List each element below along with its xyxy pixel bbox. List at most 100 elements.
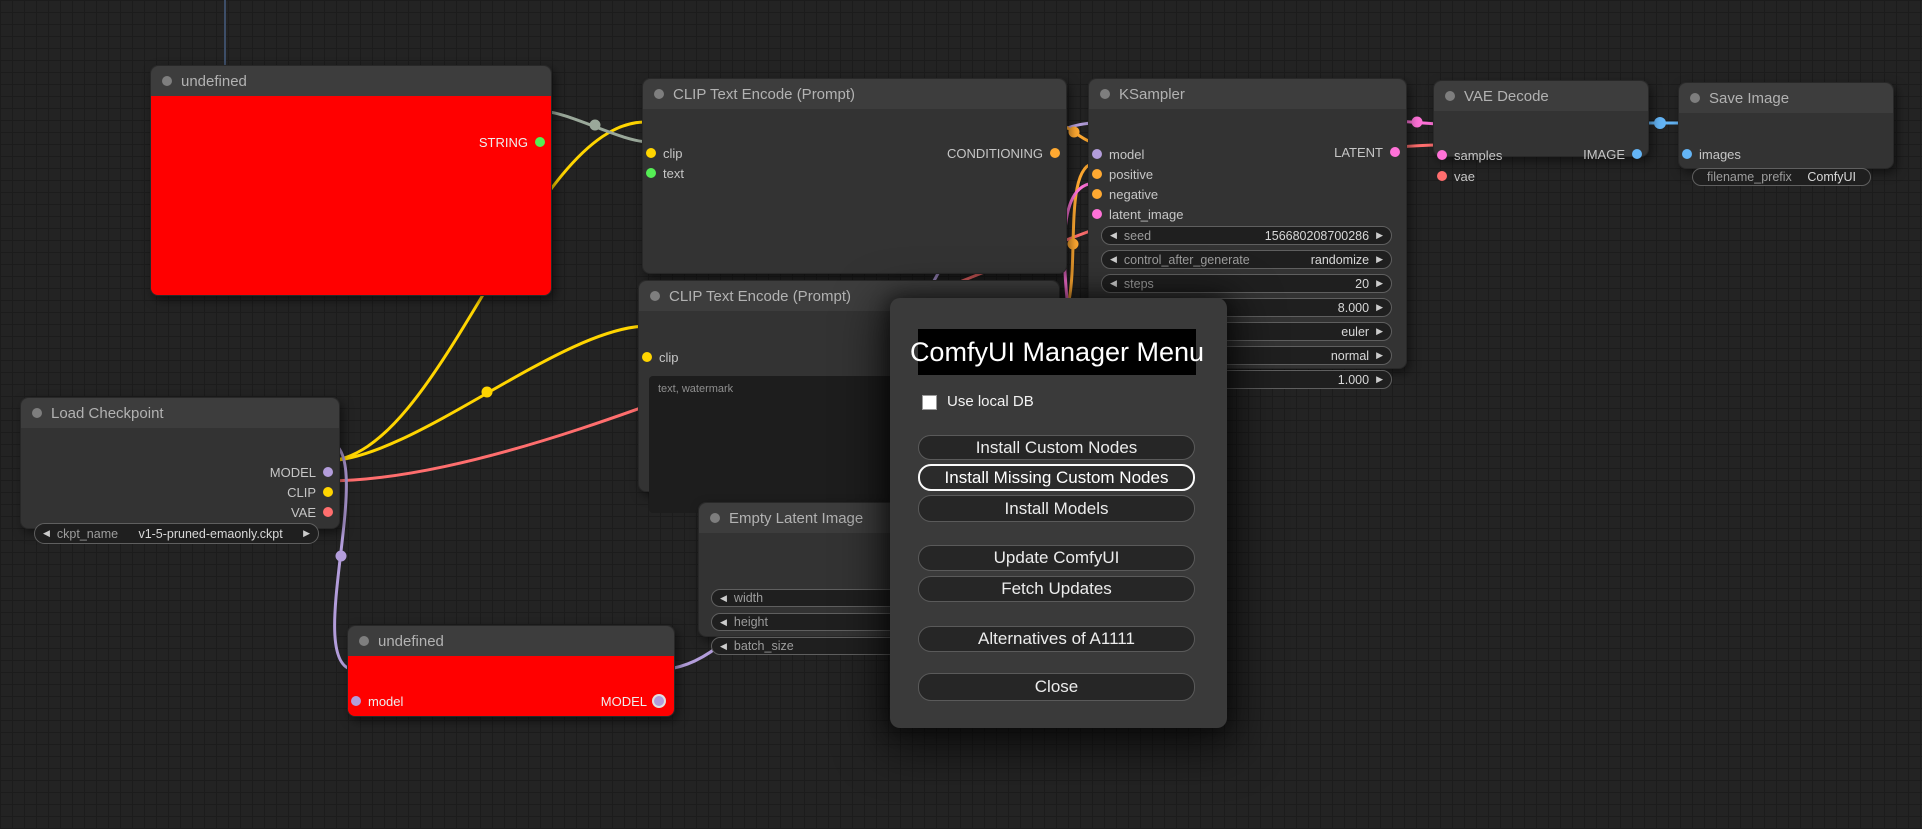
output-label: IMAGE	[1583, 146, 1625, 162]
node-undefined-top[interactable]: undefined STRING	[150, 65, 552, 296]
increment-arrow-icon[interactable]: ▶	[1376, 374, 1383, 384]
node-title-bar[interactable]: undefined	[151, 66, 551, 96]
input-slot-latent-image[interactable]: latent_image	[1092, 204, 1183, 224]
vae-output-dot[interactable]	[323, 507, 333, 517]
vae-input-dot[interactable]	[1437, 171, 1447, 181]
decrement-arrow-icon[interactable]: ◀	[43, 528, 50, 538]
increment-arrow-icon[interactable]: ▶	[303, 528, 310, 538]
input-label: model	[1109, 146, 1145, 162]
node-save-image[interactable]: Save Image images filename_prefix ComfyU…	[1678, 82, 1894, 186]
use-local-db-checkbox[interactable]	[922, 395, 937, 410]
conditioning-output-dot[interactable]	[1050, 148, 1060, 158]
negative-input-dot[interactable]	[1092, 189, 1102, 199]
model-input-dot[interactable]	[1092, 149, 1102, 159]
increment-arrow-icon[interactable]: ▶	[1376, 254, 1383, 264]
update-comfyui-button[interactable]: Update ComfyUI	[918, 545, 1195, 571]
node-title-bar[interactable]: VAE Decode	[1434, 81, 1648, 111]
output-slot-clip[interactable]: CLIP	[287, 482, 333, 502]
decrement-arrow-icon[interactable]: ◀	[720, 640, 727, 651]
input-slot-model[interactable]: model	[351, 691, 403, 711]
install-custom-nodes-button[interactable]: Install Custom Nodes	[918, 435, 1195, 460]
increment-arrow-icon[interactable]: ▶	[1376, 278, 1383, 288]
latent-input-dot[interactable]	[1092, 209, 1102, 219]
images-input-dot[interactable]	[1682, 149, 1692, 159]
input-slot-vae[interactable]: vae	[1437, 166, 1475, 186]
fetch-updates-button[interactable]: Fetch Updates	[918, 576, 1195, 602]
node-undefined-bottom[interactable]: undefined model MODEL	[347, 625, 675, 717]
node-title-bar[interactable]: KSampler	[1089, 79, 1406, 109]
output-slot-model[interactable]: MODEL	[601, 691, 664, 711]
link-midpoint-dot[interactable]	[1067, 238, 1079, 250]
input-slot-negative[interactable]: negative	[1092, 184, 1158, 204]
increment-arrow-icon[interactable]: ▶	[1376, 302, 1383, 312]
decrement-arrow-icon[interactable]: ◀	[1110, 230, 1117, 240]
model-input-dot[interactable]	[351, 696, 361, 706]
widget-ckpt-name[interactable]: ◀ ckpt_name v1-5-pruned-emaonly.ckpt ▶	[34, 523, 319, 544]
decrement-arrow-icon[interactable]: ◀	[720, 592, 727, 603]
close-button[interactable]: Close	[918, 673, 1195, 701]
widget-control-after-generate[interactable]: ◀ control_after_generate randomize ▶	[1101, 250, 1392, 269]
string-output-dot[interactable]	[535, 137, 545, 147]
input-slot-model[interactable]: model	[1092, 144, 1144, 164]
output-slot-string[interactable]: STRING	[479, 132, 545, 152]
output-slot-latent[interactable]: LATENT	[1334, 142, 1400, 162]
output-slot-model[interactable]: MODEL	[270, 462, 333, 482]
node-body[interactable]: model MODEL	[348, 656, 674, 716]
node-title-bar[interactable]: CLIP Text Encode (Prompt)	[643, 79, 1066, 109]
link-midpoint-dot[interactable]	[481, 386, 493, 398]
input-slot-clip[interactable]: clip	[646, 143, 683, 163]
widget-label: height	[733, 615, 768, 629]
link-midpoint-dot[interactable]	[1411, 116, 1423, 128]
clip-output-dot[interactable]	[323, 487, 333, 497]
decrement-arrow-icon[interactable]: ◀	[1110, 278, 1117, 288]
node-title-bar[interactable]: Save Image	[1679, 83, 1893, 113]
increment-arrow-icon[interactable]: ▶	[1376, 326, 1383, 336]
node-load-checkpoint[interactable]: Load Checkpoint MODEL CLIP VAE ◀ ckpt_na…	[20, 397, 340, 544]
output-slot-image[interactable]: IMAGE	[1583, 144, 1642, 164]
node-title-bar[interactable]: Load Checkpoint	[21, 398, 339, 428]
widget-seed[interactable]: ◀ seed 156680208700286 ▶	[1101, 226, 1392, 245]
link-midpoint-dot[interactable]	[335, 550, 347, 562]
node-title-bar[interactable]: undefined	[348, 626, 674, 656]
link-midpoint-dot[interactable]	[1654, 117, 1666, 129]
node-title: VAE Decode	[1464, 87, 1549, 105]
model-output-dot[interactable]	[323, 467, 333, 477]
widget-filename-prefix[interactable]: filename_prefix ComfyUI	[1692, 168, 1871, 186]
decrement-arrow-icon[interactable]: ◀	[1110, 254, 1117, 264]
output-slot-vae[interactable]: VAE	[291, 502, 333, 522]
positive-input-dot[interactable]	[1092, 169, 1102, 179]
widget-value: ComfyUI	[1807, 170, 1856, 184]
increment-arrow-icon[interactable]: ▶	[1376, 230, 1383, 240]
input-slot-positive[interactable]: positive	[1092, 164, 1153, 184]
alternatives-of-a1111-button[interactable]: Alternatives of A1111	[918, 626, 1195, 652]
link-midpoint-dot[interactable]	[1068, 126, 1080, 138]
samples-input-dot[interactable]	[1437, 150, 1447, 160]
dialog-title: ComfyUI Manager Menu	[910, 329, 1204, 375]
link-midpoint-dot[interactable]	[589, 119, 601, 131]
install-missing-custom-nodes-button[interactable]: Install Missing Custom Nodes	[918, 464, 1195, 491]
increment-arrow-icon[interactable]: ▶	[1376, 350, 1383, 360]
install-models-button[interactable]: Install Models	[918, 495, 1195, 522]
input-slot-images[interactable]: images	[1682, 144, 1741, 164]
node-body[interactable]: STRING	[151, 96, 551, 295]
node-status-dot	[32, 408, 42, 418]
text-input-dot[interactable]	[646, 168, 656, 178]
input-slot-clip[interactable]: clip	[642, 347, 679, 367]
clip-input-dot[interactable]	[646, 148, 656, 158]
input-slot-samples[interactable]: samples	[1437, 145, 1502, 165]
input-slot-text[interactable]: text	[646, 163, 684, 183]
latent-output-dot[interactable]	[1390, 147, 1400, 157]
node-vae-decode[interactable]: VAE Decode samples vae IMAGE	[1433, 80, 1649, 184]
output-slot-conditioning[interactable]: CONDITIONING	[947, 143, 1060, 163]
output-label: VAE	[290, 504, 316, 520]
widget-label: width	[733, 591, 764, 605]
node-clip-text-encode-1[interactable]: CLIP Text Encode (Prompt) clip text COND…	[642, 78, 1067, 274]
model-output-dot[interactable]	[654, 696, 664, 706]
widget-steps[interactable]: ◀ steps 20 ▶	[1101, 274, 1392, 293]
widget-value: 156680208700286	[1264, 228, 1370, 243]
image-output-dot[interactable]	[1632, 149, 1642, 159]
clip-input-dot[interactable]	[642, 352, 652, 362]
node-title: Save Image	[1709, 89, 1790, 107]
decrement-arrow-icon[interactable]: ◀	[720, 616, 727, 627]
